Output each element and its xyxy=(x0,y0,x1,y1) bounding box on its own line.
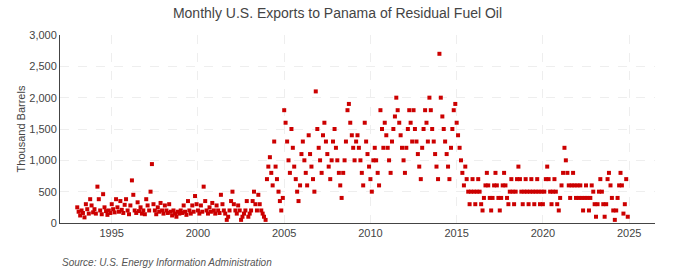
svg-text:3,000: 3,000 xyxy=(29,29,57,41)
svg-text:500: 500 xyxy=(38,186,56,198)
svg-text:2005: 2005 xyxy=(272,227,296,239)
svg-text:Monthly U.S. Exports to Panama: Monthly U.S. Exports to Panama of Residu… xyxy=(173,5,502,21)
svg-text:2000: 2000 xyxy=(186,227,210,239)
svg-text:2,000: 2,000 xyxy=(29,92,57,104)
svg-text:Source: U.S. Energy Informatio: Source: U.S. Energy Information Administ… xyxy=(62,257,272,268)
svg-text:2010: 2010 xyxy=(358,227,382,239)
svg-text:1995: 1995 xyxy=(99,227,123,239)
svg-text:2015: 2015 xyxy=(444,227,468,239)
svg-text:Thousand Barrels: Thousand Barrels xyxy=(15,85,27,172)
svg-text:0: 0 xyxy=(51,217,57,229)
svg-text:2,500: 2,500 xyxy=(29,60,57,72)
svg-text:1,500: 1,500 xyxy=(29,123,57,135)
svg-text:1,000: 1,000 xyxy=(29,154,57,166)
svg-text:2020: 2020 xyxy=(531,227,555,239)
svg-text:2025: 2025 xyxy=(617,227,641,239)
